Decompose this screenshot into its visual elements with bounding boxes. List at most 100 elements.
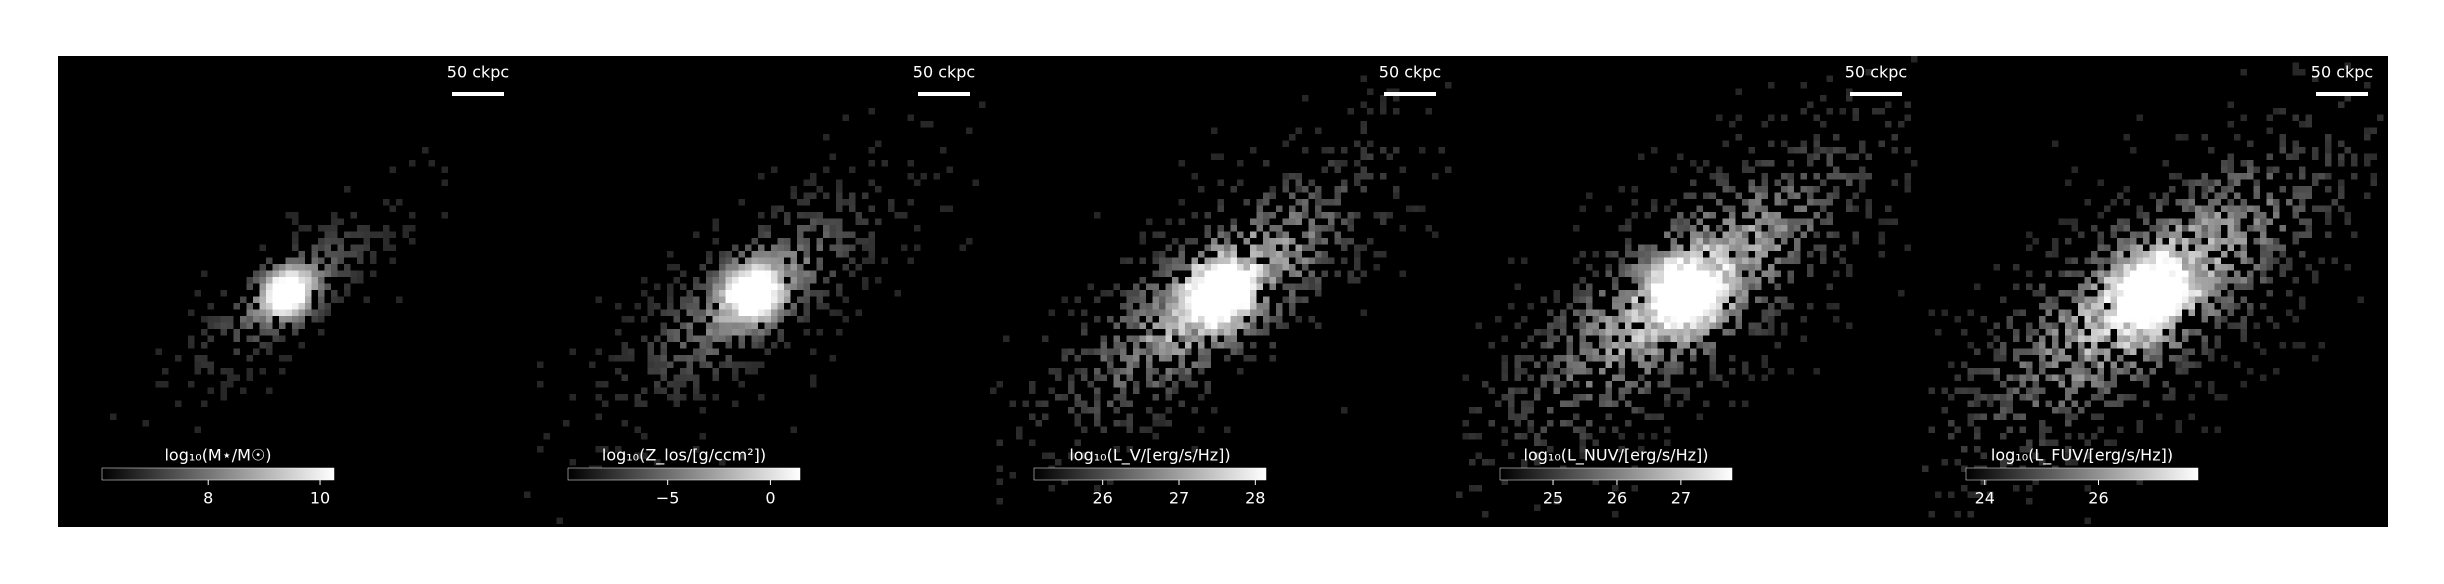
pixel: [1664, 205, 1671, 212]
pixel: [1107, 361, 1114, 368]
pixel: [2188, 329, 2195, 336]
pixel: [1657, 290, 1664, 297]
pixel: [2305, 186, 2312, 193]
pixel: [2149, 355, 2156, 362]
pixel: [1198, 322, 1205, 329]
pixel: [1716, 199, 1723, 206]
pixel: [2006, 459, 2013, 466]
pixel: [2156, 335, 2163, 342]
pixel: [2104, 290, 2111, 297]
pixel: [1159, 342, 1166, 349]
pixel: [1948, 433, 1955, 440]
pixel: [1657, 264, 1664, 271]
pixel: [1683, 218, 1690, 225]
pixel: [1217, 153, 1224, 160]
pixel: [1967, 374, 1974, 381]
pixel: [1690, 316, 1697, 323]
pixel: [1100, 342, 1107, 349]
pixel: [2045, 309, 2052, 316]
pixel: [2214, 225, 2221, 232]
pixel: [771, 277, 778, 284]
pixel: [660, 322, 667, 329]
pixel: [246, 355, 253, 362]
pixel: [2078, 335, 2085, 342]
pixel: [1885, 101, 1892, 108]
pixel: [836, 199, 843, 206]
pixel: [2143, 218, 2150, 225]
pixel: [2110, 264, 2117, 271]
pixel: [1094, 296, 1101, 303]
pixel: [350, 231, 357, 238]
pixel: [1068, 407, 1075, 414]
pixel: [1664, 303, 1671, 310]
scale-bar-label: 50 ckpc: [2311, 63, 2373, 82]
pixel: [751, 251, 758, 258]
pixel: [1185, 296, 1192, 303]
pixel: [2279, 251, 2286, 258]
pixel: [1891, 179, 1898, 186]
pixel: [810, 192, 817, 199]
pixel: [1009, 400, 1016, 407]
pixel: [1282, 179, 1289, 186]
pixel: [1729, 225, 1736, 232]
pixel: [1683, 270, 1690, 277]
pixel: [790, 303, 797, 310]
pixel: [1068, 309, 1075, 316]
pixel: [1178, 329, 1185, 336]
pixel: [1690, 238, 1697, 245]
pixel: [2201, 257, 2208, 264]
pixel: [2227, 309, 2234, 316]
pixel: [2240, 316, 2247, 323]
pixel: [1677, 342, 1684, 349]
pixel: [2201, 212, 2208, 219]
pixel: [2201, 309, 2208, 316]
pixel: [2227, 303, 2234, 310]
pixel: [2182, 277, 2189, 284]
pixel: [1191, 303, 1198, 310]
pixel: [667, 329, 674, 336]
pixel: [1729, 121, 1736, 128]
pixel: [2156, 348, 2163, 355]
pixel: [1722, 238, 1729, 245]
pixel: [1774, 192, 1781, 199]
pixel: [1618, 270, 1625, 277]
pixel: [1664, 400, 1671, 407]
pixel: [868, 147, 875, 154]
pixel: [777, 283, 784, 290]
pixel: [1159, 316, 1166, 323]
pixel: [1269, 192, 1276, 199]
pixel: [2130, 361, 2137, 368]
pixel: [2266, 114, 2273, 121]
pixel: [1670, 277, 1677, 284]
pixel: [1488, 342, 1495, 349]
pixel: [1315, 186, 1322, 193]
pixel: [2110, 277, 2117, 284]
pixel: [751, 361, 758, 368]
pixel: [2175, 134, 2182, 141]
pixel: [1373, 251, 1380, 258]
pixel: [2344, 218, 2351, 225]
pixel: [673, 329, 680, 336]
pixel: [1462, 374, 1469, 381]
pixel: [2292, 140, 2299, 147]
pixel: [2104, 439, 2111, 446]
pixel: [1755, 283, 1762, 290]
pixel: [1191, 407, 1198, 414]
pixel: [712, 290, 719, 297]
pixel: [1360, 166, 1367, 173]
pixel: [1178, 264, 1185, 271]
pixel: [2377, 114, 2384, 121]
pixel: [1664, 368, 1671, 375]
pixel: [1729, 238, 1736, 245]
pixel: [1980, 452, 1987, 459]
pixel: [1308, 283, 1315, 290]
pixel: [1560, 381, 1567, 388]
pixel: [2110, 316, 2117, 323]
pixel: [1846, 179, 1853, 186]
pixel: [1178, 296, 1185, 303]
pixel: [2162, 322, 2169, 329]
pixel: [2260, 231, 2267, 238]
pixel: [1820, 121, 1827, 128]
pixel: [279, 335, 286, 342]
pixel: [1729, 329, 1736, 336]
